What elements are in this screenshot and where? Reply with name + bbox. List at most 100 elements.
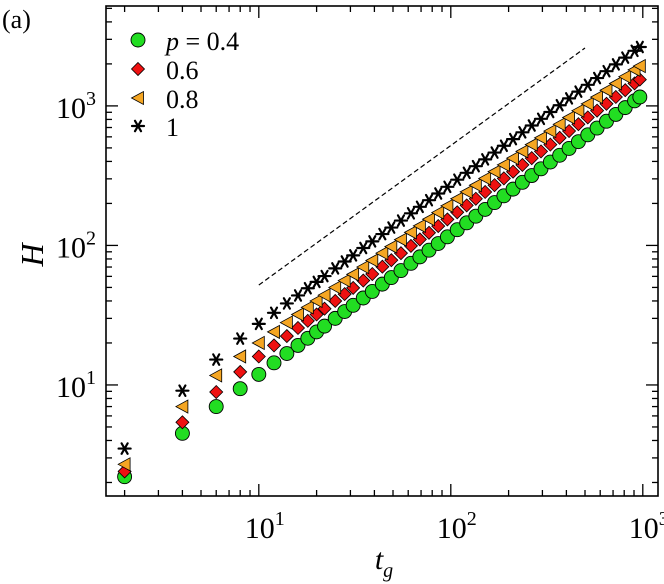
panel-label: (a): [2, 5, 31, 34]
legend-item-2: 0.6: [130, 56, 199, 85]
data-point: [632, 72, 647, 87]
series-2: [117, 72, 647, 479]
legend: p = 0.40.60.81: [130, 27, 240, 142]
legend-value: 0.6: [166, 56, 199, 85]
data-point: [515, 126, 530, 139]
data-point: [589, 71, 605, 85]
legend-value: = 0.4: [186, 27, 240, 56]
data-point: [599, 64, 614, 78]
data-point: [328, 262, 343, 275]
data-point: [552, 98, 567, 112]
y-tick-label-1-exponent: 1: [86, 367, 96, 389]
asterisk-stroke: [424, 193, 434, 207]
y-tick-label-2-base: 10: [56, 231, 86, 264]
data-point: [317, 269, 332, 283]
data-point: [208, 399, 224, 415]
data-point: [328, 293, 343, 309]
asterisk-stroke: [546, 105, 555, 119]
x-tick-label-3: 103: [629, 508, 664, 545]
data-point: [355, 259, 370, 275]
data-point: [279, 329, 294, 344]
legend-value: 0.8: [166, 85, 199, 114]
asterisk-stroke: [120, 442, 129, 455]
data-point: [487, 146, 502, 159]
data-point: [505, 151, 519, 166]
data-point: [632, 58, 646, 74]
legend-value: 1: [166, 113, 179, 142]
y-tick-label-3: 103: [56, 88, 96, 125]
x-tick-label-3-exponent: 3: [659, 508, 664, 530]
data-point: [524, 119, 539, 132]
x-tick-label-2-base: 10: [437, 512, 467, 545]
asterisk-stroke: [387, 221, 396, 234]
y-tick-label-1-base: 10: [56, 371, 86, 404]
data-point: [468, 178, 482, 193]
asterisk-stroke: [635, 40, 644, 54]
data-point: [266, 306, 282, 320]
data-point: [233, 332, 248, 345]
data-point: [412, 218, 426, 234]
legend-label: 0.8: [166, 85, 199, 114]
y-tick-label-2-exponent: 2: [86, 227, 96, 249]
data-point: [337, 255, 352, 268]
data-point: [356, 241, 371, 255]
data-point: [209, 353, 224, 366]
asterisk-stroke: [453, 173, 462, 186]
data-point: [403, 207, 419, 220]
data-point: [290, 307, 304, 322]
data-point: [317, 318, 332, 334]
data-point: [364, 283, 380, 299]
data-point: [599, 83, 613, 98]
data-point: [561, 110, 575, 125]
data-point: [561, 92, 577, 105]
asterisk-stroke: [406, 207, 416, 220]
data-point: [524, 137, 538, 152]
asterisk-stroke: [293, 289, 303, 302]
data-point: [300, 300, 314, 315]
data-point: [290, 289, 306, 302]
data-point: [345, 267, 360, 282]
data-point: [290, 320, 306, 336]
data-point: [117, 442, 132, 455]
data-point: [412, 200, 427, 214]
data-point: [468, 159, 483, 173]
data-point: [515, 144, 529, 159]
data-point: [233, 364, 248, 379]
y-tick-label-3-base: 10: [56, 92, 86, 125]
data-point: [449, 191, 464, 206]
data-point: [309, 293, 323, 309]
asterisk-stroke: [555, 98, 564, 112]
data-point: [251, 366, 267, 382]
data-point: [421, 212, 435, 227]
data-point: [279, 297, 294, 310]
data-point: [375, 227, 390, 241]
asterisk-stroke: [133, 119, 143, 133]
data-point: [440, 180, 455, 194]
legend-marker: [130, 61, 146, 77]
data-point: [571, 85, 586, 98]
data-point: [346, 249, 361, 262]
asterisk-stroke: [349, 249, 358, 262]
asterisk-stroke: [602, 64, 611, 78]
asterisk-stroke: [282, 297, 291, 310]
data-point: [571, 103, 585, 118]
data-point: [589, 89, 603, 105]
data-point: [580, 78, 595, 92]
data-point: [543, 105, 558, 119]
data-point: [533, 112, 549, 126]
data-point: [384, 221, 399, 234]
data-point: [431, 187, 446, 200]
data-point: [365, 235, 380, 248]
data-point: [543, 123, 557, 139]
legend-item-4: 1: [130, 113, 179, 142]
plot-area: [117, 40, 648, 485]
data-point: [383, 239, 398, 254]
asterisk-stroke: [574, 85, 583, 98]
data-point: [375, 246, 389, 261]
legend-p-symbol: p: [164, 27, 186, 56]
data-point: [440, 198, 454, 214]
data-point: [251, 335, 265, 351]
data-point: [345, 297, 361, 313]
asterisk-stroke: [368, 235, 377, 248]
